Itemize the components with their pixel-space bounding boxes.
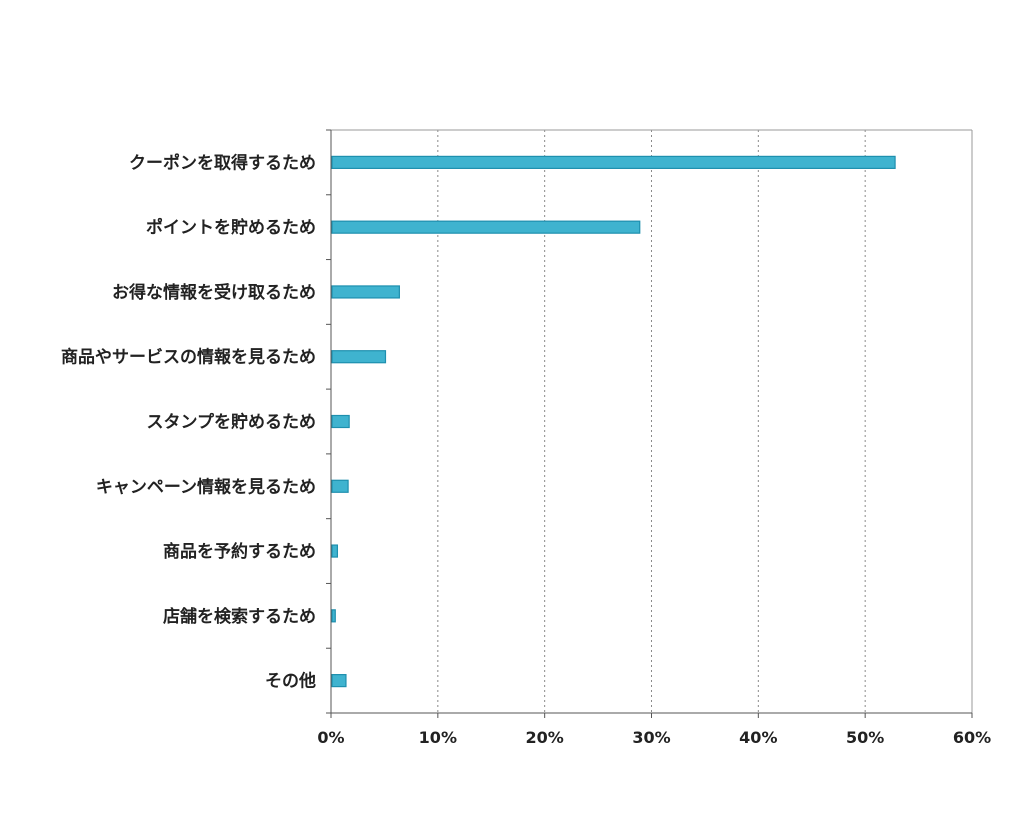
grid-layer (437, 130, 973, 713)
x-tick-label: 0% (317, 728, 344, 747)
axis-layer (326, 129, 973, 718)
x-tick-label: 50% (846, 728, 884, 747)
category-label: キャンペーン情報を見るため (96, 476, 316, 497)
bar-8 (331, 674, 347, 688)
x-tick-label: 10% (419, 728, 457, 747)
bar-3 (331, 350, 387, 364)
bar-6 (331, 544, 339, 558)
bar-5 (331, 479, 349, 493)
bar-2 (331, 285, 400, 299)
bar-7 (331, 609, 336, 623)
category-label: ポイントを貯めるため (146, 217, 316, 238)
x-tick-label: 30% (632, 728, 670, 747)
bar-0 (331, 155, 896, 169)
category-label: 店舗を検索するため (163, 606, 316, 627)
x-tick-label: 40% (739, 728, 777, 747)
category-label: 商品を予約するため (163, 541, 316, 562)
label-layer: クーポンを取得するためポイントを貯めるためお得な情報を受け取るため商品やサービス… (61, 152, 991, 747)
category-label: スタンプを貯めるため (147, 412, 317, 433)
category-label: クーポンを取得するため (129, 152, 316, 173)
x-tick-label: 20% (526, 728, 564, 747)
bar-layer (331, 155, 896, 688)
category-label: お得な情報を受け取るため (112, 282, 316, 303)
bar-4 (331, 414, 350, 429)
x-tick-label: 60% (953, 728, 991, 747)
bar-1 (331, 220, 641, 234)
category-label: その他 (265, 671, 316, 692)
category-label: 商品やサービスの情報を見るため (61, 347, 316, 368)
